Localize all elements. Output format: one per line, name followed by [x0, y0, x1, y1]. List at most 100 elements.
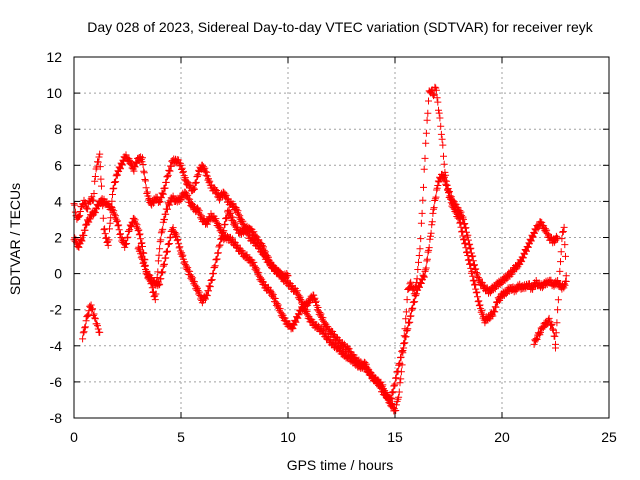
data-point — [80, 328, 88, 336]
data-point — [165, 240, 173, 247]
data-point — [109, 191, 116, 198]
y-tick-label: 8 — [54, 121, 62, 137]
data-point — [131, 216, 139, 224]
data-point — [529, 233, 537, 241]
data-point — [216, 223, 223, 231]
data-point — [543, 230, 551, 238]
data-point — [465, 256, 473, 264]
data-point — [142, 184, 150, 192]
data-point — [99, 214, 107, 222]
data-point — [79, 335, 87, 343]
y-tick-label: -8 — [50, 410, 63, 426]
data-point — [463, 248, 471, 256]
data-point — [138, 252, 146, 260]
x-axis-label: GPS time / hours — [287, 457, 394, 473]
data-point — [300, 304, 308, 312]
data-point — [420, 183, 427, 191]
data-point — [493, 283, 500, 290]
data-point — [310, 291, 318, 299]
y-tick-label: 4 — [54, 193, 62, 209]
data-point — [447, 193, 455, 201]
series-track-f — [552, 223, 570, 352]
data-point — [431, 83, 439, 91]
data-point — [283, 271, 291, 279]
data-point — [96, 328, 104, 336]
data-point — [470, 276, 478, 284]
data-point — [310, 296, 318, 303]
data-point — [470, 262, 478, 269]
data-point — [439, 141, 447, 149]
plot-frame — [73, 56, 610, 419]
data-point — [109, 205, 116, 213]
data-point — [472, 289, 480, 297]
data-point — [176, 247, 184, 255]
data-point — [235, 210, 242, 218]
data-point — [403, 296, 411, 304]
data-point — [130, 167, 138, 175]
data-point — [132, 219, 140, 227]
y-axis-label: SDTVAR / TECUs — [7, 183, 23, 295]
data-point — [154, 282, 162, 290]
data-point — [175, 240, 183, 248]
data-point — [139, 255, 146, 263]
data-point — [431, 197, 439, 204]
data-point — [110, 184, 118, 192]
data-point — [189, 184, 197, 192]
data-point — [161, 260, 168, 268]
data-point — [123, 240, 131, 247]
data-point — [312, 297, 320, 305]
data-point — [462, 224, 470, 232]
data-point — [151, 296, 159, 304]
data-point — [437, 130, 445, 138]
data-point — [159, 190, 167, 198]
data-point — [78, 237, 86, 245]
data-point — [258, 240, 266, 248]
y-tick-label: -2 — [50, 302, 63, 318]
data-point — [424, 248, 432, 256]
data-point — [313, 302, 321, 310]
data-point — [549, 325, 557, 333]
data-point — [352, 354, 360, 362]
data-point — [181, 174, 189, 182]
data-point — [417, 219, 425, 227]
data-point — [461, 224, 469, 232]
data-point — [539, 324, 547, 332]
data-point — [389, 388, 397, 396]
series-track-e — [530, 314, 559, 348]
data-point — [139, 259, 147, 267]
data-point — [422, 139, 430, 147]
data-point — [159, 268, 167, 276]
data-point — [218, 234, 226, 242]
data-point — [233, 205, 241, 213]
data-point — [117, 165, 124, 173]
data-point — [464, 236, 472, 244]
data-point — [461, 239, 469, 247]
data-point — [212, 215, 220, 223]
data-point — [156, 198, 164, 206]
data-point — [177, 161, 185, 169]
data-point — [238, 216, 245, 224]
data-point — [419, 271, 427, 279]
data-point — [139, 154, 146, 162]
data-point — [422, 129, 430, 137]
data-point — [314, 304, 322, 311]
data-point — [265, 257, 273, 265]
data-point — [76, 208, 84, 215]
data-point — [263, 252, 271, 260]
data-point — [438, 135, 446, 143]
data-point — [527, 237, 535, 245]
data-point — [97, 175, 105, 183]
data-point — [128, 161, 135, 169]
data-point — [501, 276, 509, 284]
data-point — [74, 213, 82, 221]
data-point — [268, 289, 276, 297]
data-point — [458, 212, 466, 220]
data-point — [179, 167, 187, 175]
data-point — [431, 195, 439, 203]
data-point — [460, 235, 468, 243]
data-point — [250, 258, 258, 266]
data-point — [559, 228, 567, 236]
data-point — [143, 188, 151, 196]
data-point — [415, 252, 423, 259]
